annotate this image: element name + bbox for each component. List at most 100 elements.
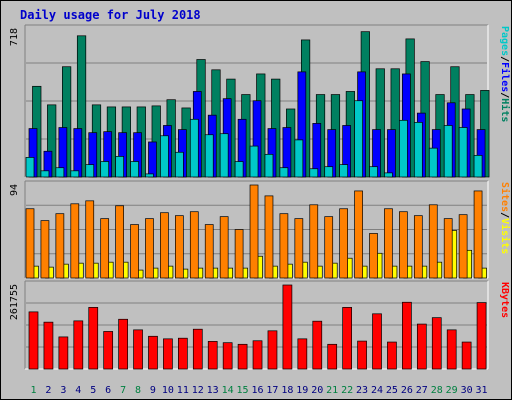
bar-kbytes bbox=[402, 301, 412, 370]
x-tick-label: 6 bbox=[105, 385, 111, 396]
bar-sites bbox=[384, 208, 393, 279]
bar-pages bbox=[473, 155, 483, 178]
side-legend-part: / bbox=[499, 56, 510, 62]
side-legend-part: Sites bbox=[499, 182, 511, 212]
bar-sites bbox=[369, 233, 378, 279]
side-legend: Pages/Files/Hits bbox=[499, 26, 511, 122]
bar-sites bbox=[25, 208, 35, 279]
bar-sites bbox=[70, 203, 80, 279]
bar-pages bbox=[85, 164, 95, 178]
bar-pages bbox=[234, 161, 244, 178]
bar-kbytes bbox=[133, 329, 143, 370]
bar-pages bbox=[458, 127, 468, 178]
bar-sites bbox=[473, 190, 483, 279]
bar-sites bbox=[264, 195, 274, 279]
bar-kbytes bbox=[103, 331, 114, 370]
bar-kbytes bbox=[73, 320, 84, 370]
bar-kbytes bbox=[476, 302, 487, 370]
bar-pages bbox=[428, 147, 438, 178]
bar-sites bbox=[413, 215, 423, 279]
bar-kbytes bbox=[267, 330, 278, 370]
bar-kbytes bbox=[28, 311, 39, 370]
bar-sites bbox=[234, 229, 244, 279]
bar-pages bbox=[324, 166, 334, 178]
bar-pages bbox=[309, 168, 319, 178]
side-legend-part: KBytes bbox=[499, 282, 510, 318]
x-tick-label: 26 bbox=[401, 385, 413, 396]
bar-pages bbox=[145, 173, 154, 178]
bar-pages bbox=[279, 167, 289, 178]
x-tick-label: 18 bbox=[281, 385, 293, 396]
x-tick-label: 10 bbox=[162, 385, 174, 396]
bar-kbytes bbox=[252, 340, 263, 370]
x-tick-label: 17 bbox=[266, 385, 278, 396]
bar-sites bbox=[279, 213, 289, 279]
bar-sites bbox=[55, 213, 65, 279]
bar-kbytes bbox=[342, 307, 352, 370]
bar-sites bbox=[130, 224, 139, 279]
bar-kbytes bbox=[237, 343, 248, 370]
bar-pages bbox=[219, 133, 229, 178]
bar-pages bbox=[384, 172, 393, 178]
bar-pages bbox=[249, 145, 259, 178]
bar-pages bbox=[339, 164, 348, 178]
bar-kbytes bbox=[416, 323, 427, 370]
bar-pages bbox=[130, 161, 139, 178]
x-tick-label: 1 bbox=[30, 385, 36, 396]
bar-kbytes bbox=[327, 343, 338, 370]
bar-kbytes bbox=[88, 307, 99, 370]
bar-sites bbox=[219, 216, 229, 279]
x-tick-label: 19 bbox=[296, 385, 308, 396]
x-axis-labels: 1 2 3 4 5 6 7 8 9 10 11 12 13 14 15 16 17 18 19 20 21 22 23 24 2… bbox=[30, 385, 487, 396]
bar-pages bbox=[115, 156, 124, 178]
bar-kbytes bbox=[282, 284, 293, 370]
x-tick-label: 29 bbox=[446, 385, 458, 396]
bar-kbytes bbox=[118, 318, 128, 370]
x-tick-label: 8 bbox=[135, 385, 141, 396]
side-legend-part: Pages bbox=[499, 26, 510, 56]
bar-kbytes bbox=[446, 329, 457, 370]
bar-kbytes bbox=[387, 341, 397, 370]
bar-sites bbox=[204, 224, 214, 279]
bar-sites bbox=[85, 200, 95, 279]
bar-kbytes bbox=[207, 341, 218, 370]
bar-sites bbox=[40, 220, 50, 279]
x-tick-label: 25 bbox=[386, 385, 398, 396]
bar-sites bbox=[428, 204, 438, 279]
bar-pages bbox=[413, 122, 423, 178]
x-tick-label: 9 bbox=[150, 385, 156, 396]
side-legend: KBytes bbox=[499, 282, 510, 318]
x-tick-label: 22 bbox=[341, 385, 353, 396]
x-tick-label: 5 bbox=[90, 385, 96, 396]
bar-files bbox=[387, 129, 396, 178]
x-tick-label: 31 bbox=[476, 385, 488, 396]
bar-pages bbox=[399, 119, 408, 178]
x-tick-label: 4 bbox=[75, 385, 81, 396]
bar-sites bbox=[115, 205, 124, 279]
y-max-label: 94 bbox=[9, 184, 20, 196]
bar-kbytes bbox=[357, 340, 367, 370]
bar-sites bbox=[339, 208, 348, 279]
x-tick-label: 12 bbox=[192, 385, 204, 396]
bar-sites bbox=[100, 218, 110, 279]
chart-title: Daily usage for July 2018 bbox=[20, 8, 201, 22]
side-legend-part: Files bbox=[499, 62, 511, 92]
x-tick-label: 21 bbox=[326, 385, 338, 396]
x-tick-label: 20 bbox=[311, 385, 323, 396]
bar-sites bbox=[249, 184, 259, 279]
bar-kbytes bbox=[178, 337, 188, 370]
bar-sites bbox=[458, 214, 468, 279]
bar-pages bbox=[100, 161, 110, 178]
x-tick-label: 15 bbox=[237, 385, 249, 396]
bar-pages bbox=[70, 170, 80, 178]
bar-kbytes bbox=[148, 335, 158, 370]
bar-kbytes bbox=[43, 321, 54, 370]
side-legend: Sites/Visits bbox=[499, 182, 511, 254]
bar-sites bbox=[294, 218, 304, 279]
bar-kbytes bbox=[312, 320, 323, 370]
bar-files bbox=[73, 128, 83, 178]
bar-kbytes bbox=[222, 342, 233, 370]
x-tick-label: 24 bbox=[371, 385, 383, 396]
x-tick-label: 28 bbox=[431, 385, 443, 396]
side-legend-part: Hits bbox=[499, 98, 511, 122]
